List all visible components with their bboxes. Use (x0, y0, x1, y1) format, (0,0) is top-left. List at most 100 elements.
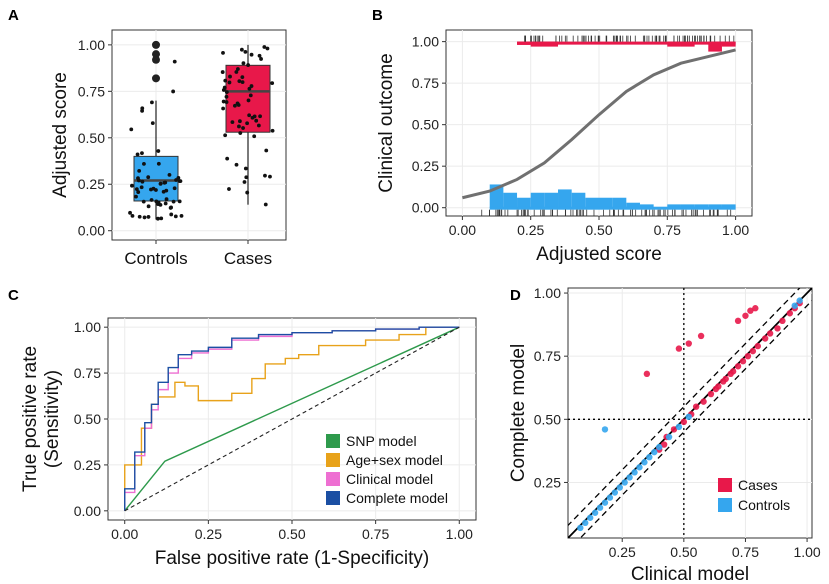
a-jitter-point (140, 179, 145, 184)
b-y-axis-title: Clinical outcome (376, 53, 397, 192)
a-y-tick-label: 1.00 (78, 37, 105, 53)
c-roc-line-complete-model (124, 326, 460, 511)
a-jitter-point (172, 186, 177, 191)
d-point-cases (692, 403, 700, 410)
d-point-controls (582, 519, 589, 527)
c-y-tick-label: 0.00 (74, 503, 101, 519)
a-jitter-point (151, 186, 156, 191)
a-jitter-point (137, 169, 142, 173)
a-jitter-point (146, 175, 151, 180)
d-point-controls (596, 504, 604, 511)
a-jitter-point (238, 131, 243, 135)
d-point-controls (791, 302, 798, 309)
d-legend-label: Cases (738, 477, 778, 493)
d-point-cases (747, 307, 754, 314)
d-y-tick-label: 0.50 (534, 411, 561, 427)
d-point-controls (616, 484, 623, 491)
a-jitter-point (265, 46, 270, 51)
panel-c-roc: 0.00 0.25 0.50 0.75 1.00 0.00 0.25 0.50 0.75 1.00… (20, 317, 477, 569)
d-point-controls (646, 453, 653, 461)
a-jitter-point (222, 85, 227, 90)
a-outlier-point (152, 40, 160, 49)
b-controls-hist-bar (517, 197, 531, 208)
a-jitter-point (135, 152, 140, 157)
c-legend-swatch (326, 453, 340, 467)
d-point-cases (707, 390, 715, 398)
d-point-cases (752, 305, 759, 312)
a-jitter-point (177, 179, 182, 184)
d-point-controls (601, 499, 609, 506)
a-jitter-point (245, 121, 250, 126)
a-jitter-point (137, 214, 142, 219)
b-controls-hist-bar (708, 204, 722, 208)
a-jitter-point (139, 185, 144, 190)
d-point-cases (766, 330, 774, 337)
c-x-tick-label: 0.00 (111, 526, 138, 542)
d-point-cases (685, 340, 692, 347)
c-legend-label: Complete model (346, 490, 448, 506)
c-legend-label: Clinical model (346, 471, 433, 487)
d-point-controls (611, 489, 619, 496)
b-x-tick-label: 0.25 (517, 222, 544, 238)
a-jitter-point (235, 67, 240, 71)
d-point-cases (660, 441, 668, 448)
a-jitter-point (234, 162, 239, 167)
a-jitter-point (234, 70, 239, 74)
d-x-tick-label: 1.00 (793, 544, 820, 560)
a-jitter-point (136, 190, 141, 194)
d-x-tick-label: 0.75 (732, 544, 759, 560)
d-y-tick-label: 0.25 (534, 474, 561, 490)
b-controls-hist-base (489, 206, 736, 210)
d-point-cases (712, 385, 720, 393)
a-y-axis-title: Adjusted score (50, 72, 71, 198)
panel-d-scatter: 0.25 0.50 0.75 1.00 0.25 0.50 0.75 1.00 Cases Con… (508, 285, 821, 584)
a-jitter-point (130, 213, 135, 218)
a-jitter-point (228, 74, 232, 79)
a-jitter-point (230, 120, 235, 125)
a-jitter-point (246, 63, 251, 67)
c-legend-label: Age+sex model (346, 452, 443, 468)
c-y-tick-label: 1.00 (74, 319, 101, 335)
a-box-controls (133, 155, 179, 202)
a-jitter-point (244, 175, 249, 180)
a-jitter-point (146, 215, 151, 219)
a-jitter-point (156, 161, 161, 166)
d-y-tick-label: 1.00 (534, 285, 561, 301)
a-jitter-point (149, 198, 154, 202)
a-jitter-point (221, 106, 226, 111)
a-category-label: Controls (124, 249, 187, 268)
a-jitter-point (224, 90, 229, 95)
a-jitter-point (250, 115, 255, 120)
d-legend-swatch (718, 478, 732, 492)
d-point-controls (577, 524, 584, 532)
d-point-cases (734, 317, 742, 325)
a-jitter-point (140, 151, 144, 156)
a-jitter-point (257, 53, 262, 58)
a-jitter-point (221, 50, 225, 55)
a-jitter-point (169, 205, 174, 210)
a-jitter-point (224, 100, 229, 104)
a-y-tick-label: 0.00 (78, 223, 105, 239)
b-controls-hist-bar (639, 204, 654, 208)
c-x-axis-title: False positive rate (1-Specificity) (155, 548, 430, 569)
b-logistic-curve (462, 48, 736, 200)
a-jitter-point (130, 183, 134, 188)
a-outlier-point (152, 55, 160, 64)
d-point-controls (665, 433, 673, 441)
d-legend-swatch (718, 498, 732, 512)
a-jitter-point (156, 202, 160, 207)
b-y-tick-label: 0.50 (412, 117, 439, 133)
d-offset-line (579, 299, 812, 538)
a-jitter-point (150, 100, 154, 105)
d-x-tick-label: 0.50 (670, 544, 697, 560)
b-controls-hist-bar (612, 197, 627, 208)
b-cases-hist-bar (667, 41, 681, 47)
d-point-cases (761, 335, 769, 342)
b-controls-hist-bar (721, 204, 736, 208)
a-jitter-point (241, 126, 245, 130)
a-category-label: Cases (224, 249, 272, 268)
a-jitter-point (156, 216, 160, 221)
b-controls-hist-bar (626, 202, 640, 208)
a-jitter-point (140, 106, 145, 111)
